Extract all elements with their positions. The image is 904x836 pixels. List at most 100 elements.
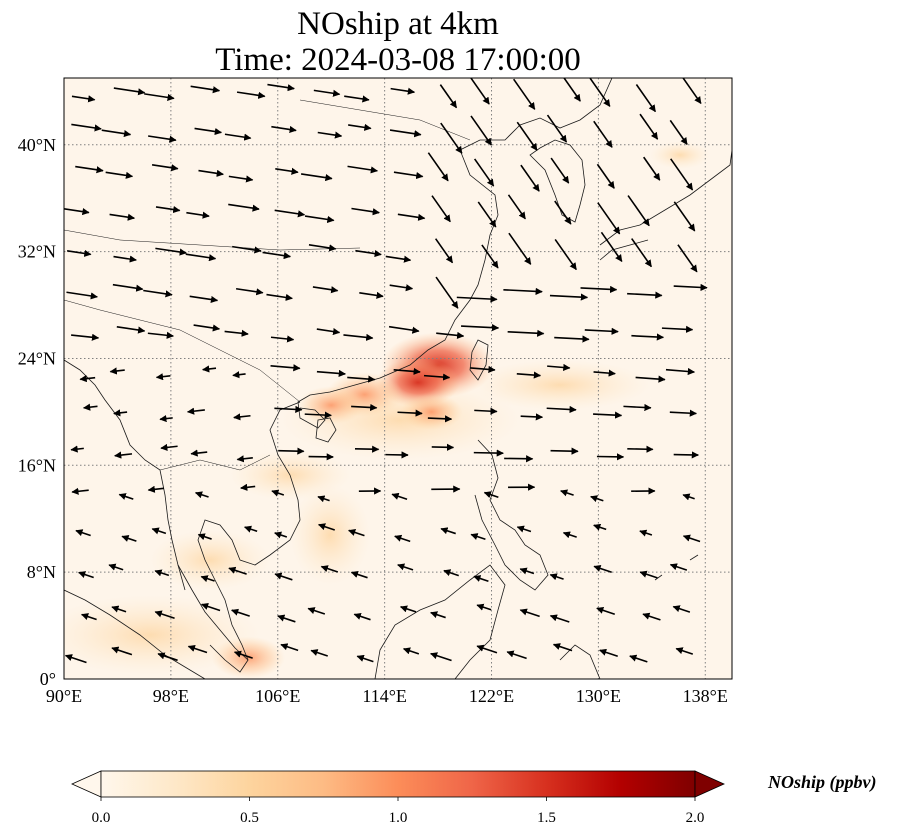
wind-arrow [554,200,572,225]
title-line-1: NOship at 4km [297,6,499,42]
wind-arrow [682,78,702,105]
coastline-japan [599,149,732,261]
wind-arrow [397,213,426,221]
wind-arrow [240,483,256,491]
wind-arrow [78,571,94,579]
wind-arrow [271,489,285,497]
wind-arrow [473,158,495,187]
wind-arrow [461,324,500,332]
wind-arrow [111,646,133,656]
map-title: NOship at 4km Time: 2024-03-08 17:00:00 [64,6,732,78]
wind-arrow [562,531,577,539]
wind-arrow [262,251,292,260]
wind-arrow [677,244,698,273]
wind-arrow [109,213,136,221]
wind-arrow [596,163,615,189]
wind-arrow [597,202,621,235]
wind-arrow [236,455,253,463]
wind-arrow [593,523,607,531]
wind-arrow [385,255,412,263]
wind-arrow [75,529,91,537]
wind-arrow [508,232,532,265]
wind-arrow [547,363,571,372]
colorbar-tick-label: 1.5 [537,810,556,826]
wind-arrow [193,324,221,332]
lon-tick-label: 130°E [576,686,621,706]
wind-arrow [673,201,696,232]
border-lines [64,99,471,471]
wind-arrow [198,169,224,177]
wind-arrow [224,329,249,337]
wind-arrow [159,414,173,423]
wind-arrow [354,445,380,453]
wind-arrow [121,535,137,542]
wind-arrow [111,605,127,613]
wind-arrow [546,405,577,414]
coastline-east [559,554,699,679]
wind-arrow [435,276,459,309]
wind-arrow [661,325,694,333]
wind-arrow [470,365,496,374]
lon-tick-label: 114°E [362,686,407,706]
wind-arrow [356,654,374,663]
wind-arrow [274,531,288,539]
map-frame [63,77,733,680]
wind-arrow [187,644,208,654]
wind-arrow [113,409,128,417]
wind-arrow [351,207,380,216]
wind-arrow [71,333,100,341]
wind-arrow [519,567,535,575]
wind-arrow [554,238,577,271]
wind-arrow [189,295,219,304]
wind-arrow [270,364,301,372]
wind-arrow [109,367,125,375]
wind-arrow [154,569,170,577]
wind-arrow [593,564,612,573]
wind-arrow [190,85,221,94]
wind-arrow [516,371,542,379]
wind-arrow [397,409,423,417]
wind-arrow [348,529,365,537]
coastline-malaya [177,564,249,673]
wind-arrow [235,287,264,296]
wind-arrow [343,333,374,341]
colorbar-tick-label: 2.0 [686,810,705,826]
colorbar-extend-low [71,770,102,798]
wind-arrow [481,244,499,269]
wind-arrow [584,327,619,335]
wind-arrow [277,614,296,623]
colorbar-body [100,770,696,798]
wind-arrow [639,570,658,579]
wind-arrow [473,575,489,582]
lon-tick-label: 138°E [683,686,728,706]
coastline-sumatra [64,589,206,679]
lat-tick-label: 16°N [18,455,56,475]
wind-arrow [304,215,335,223]
wind-arrow [278,447,305,455]
colorbar: 0.0 0.5 1.0 1.5 2.0 NOship (ppbv) [71,770,877,826]
wind-arrow [519,608,540,618]
wind-arrow [267,83,295,92]
wind-arrow [266,293,293,301]
wind-arrow [155,373,171,381]
wind-arrow [389,129,422,138]
wind-arrow [200,575,215,583]
wind-arrow [431,443,455,451]
wind-arrow [470,533,486,540]
wind-arrow [143,289,173,298]
wind-arrow [66,249,92,257]
wind-arrow [627,445,654,453]
wind-arrow [436,331,465,339]
wind-arrow [672,605,691,613]
coastline-korea [529,139,586,223]
wind-arrow [402,647,420,655]
wind-arrow [113,255,137,263]
wind-arrow [430,652,452,662]
wind-arrow [233,650,253,659]
wind-arrow [353,612,371,621]
wind-arrow [631,238,653,268]
wind-arrow [185,253,217,262]
coastline-borneo [374,564,506,679]
lon-tick-label: 106°E [255,686,300,706]
wind-arrow [520,164,540,192]
